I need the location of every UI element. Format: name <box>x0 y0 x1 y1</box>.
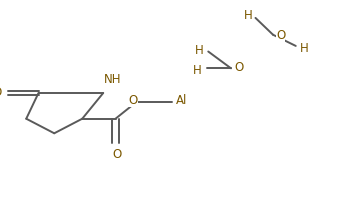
Text: H: H <box>193 64 202 77</box>
Text: O: O <box>113 148 122 161</box>
Text: Al: Al <box>176 94 188 107</box>
Text: H: H <box>244 9 253 22</box>
Text: H: H <box>195 44 204 57</box>
Text: O: O <box>234 61 243 74</box>
Text: O: O <box>128 94 138 107</box>
Text: O: O <box>0 86 2 99</box>
Text: H: H <box>300 42 309 55</box>
Text: NH: NH <box>104 73 122 86</box>
Text: O: O <box>276 29 285 42</box>
